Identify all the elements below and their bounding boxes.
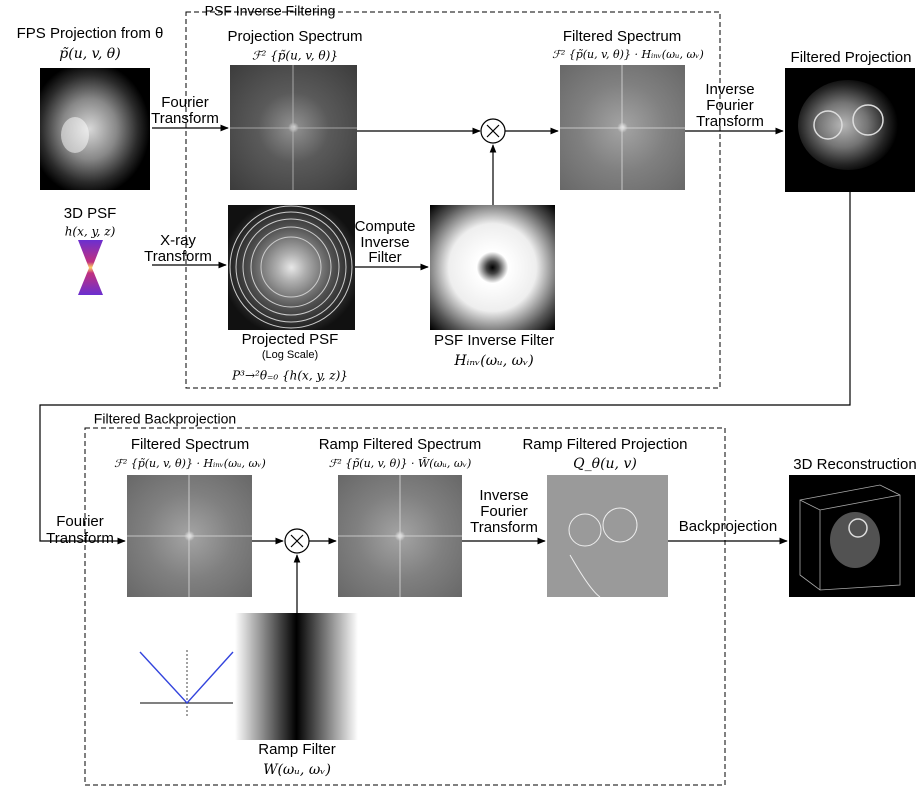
formula: P³→²θ₌₀ {h(x, y, z)} — [231, 369, 348, 383]
image — [40, 68, 150, 190]
node-title: Ramp Filtered Spectrum — [319, 436, 482, 453]
psf-icon — [78, 240, 103, 295]
edge-label: Filter — [368, 249, 401, 266]
image — [230, 65, 357, 190]
node-title: Ramp Filtered Projection — [522, 436, 687, 453]
formula: Q_θ(u, v) — [573, 456, 637, 472]
node-title: FPS Projection from θ — [17, 25, 164, 42]
node-title: 3D PSF — [64, 205, 117, 222]
node-title: Projected PSF — [242, 331, 339, 348]
node-title: 3D Reconstruction — [793, 456, 916, 473]
edge-label: Fourier — [480, 503, 528, 520]
edge-label: Fourier — [161, 94, 209, 111]
node-title: Filtered Spectrum — [563, 28, 681, 45]
image — [61, 117, 89, 153]
formula: h(x, y, z) — [65, 225, 116, 239]
diagram: PSF Inverse Filtering Filtered Backproje… — [0, 0, 922, 790]
formula: ℱ² {p̃(u, v, θ)} · W̃(ωᵤ, ωᵥ) — [329, 457, 472, 470]
formula: ℱ² {p̃(u, v, θ)} · Hᵢₙᵥ(ωᵤ, ωᵥ) — [114, 457, 266, 470]
edge-label: Inverse — [705, 81, 754, 98]
image — [235, 613, 358, 740]
node-title: Ramp Filter — [258, 741, 336, 758]
edge-label: Fourier — [56, 513, 104, 530]
edge-label: Backprojection — [679, 518, 777, 535]
edge-label: Fourier — [706, 97, 754, 114]
edge-label: Inverse — [479, 487, 528, 504]
group-label: Filtered Backprojection — [94, 411, 236, 427]
edge-label: X-ray — [160, 232, 196, 249]
edge-label: Transform — [46, 530, 114, 547]
image — [430, 205, 555, 330]
formula: W(ωᵤ, ωᵥ) — [263, 762, 331, 778]
edge-label: Transform — [144, 248, 212, 265]
image — [830, 512, 880, 568]
node-title: Projection Spectrum — [227, 28, 362, 45]
image — [560, 65, 685, 190]
edge-label: Transform — [470, 519, 538, 536]
node-title: Filtered Spectrum — [131, 436, 249, 453]
node-subtitle: (Log Scale) — [262, 349, 318, 361]
edge-label: Transform — [151, 110, 219, 127]
formula: Hᵢₙᵥ(ωᵤ, ωᵥ) — [453, 353, 533, 369]
group-label: PSF Inverse Filtering — [205, 3, 336, 19]
formula: ℱ² {p̃(u, v, θ)} · Hᵢₙᵥ(ωᵤ, ωᵥ) — [552, 48, 704, 61]
edge-label: Compute — [355, 218, 416, 235]
image — [798, 80, 898, 170]
image — [228, 205, 355, 330]
edge-label: Transform — [696, 113, 764, 130]
formula: p̃(u, v, θ) — [59, 46, 120, 62]
formula: ℱ² {p̃(u, v, θ)} — [252, 49, 338, 63]
node-title: PSF Inverse Filter — [434, 332, 554, 349]
node-title: Filtered Projection — [791, 49, 912, 66]
